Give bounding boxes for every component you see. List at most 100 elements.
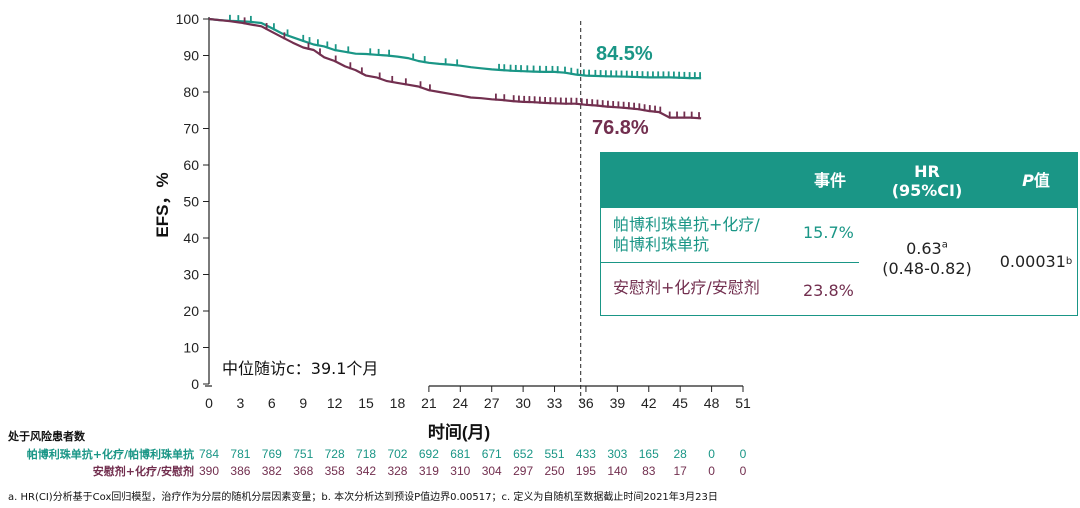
- x-tick-label: 45: [672, 395, 688, 411]
- hr-value: 0.63: [906, 239, 942, 258]
- placebo-survival-curve: [208, 17, 702, 120]
- header-hr-line1: HR: [914, 161, 940, 181]
- header-hr: HR (95%CI): [859, 153, 995, 208]
- x-tick-label: 42: [641, 395, 657, 411]
- hr-cell: 0.63a (0.48-0.82): [859, 239, 995, 279]
- risk-count: 303: [607, 447, 627, 461]
- risk-count: 17: [673, 464, 687, 478]
- risk-count: 358: [325, 464, 345, 478]
- risk-count: 781: [230, 447, 250, 461]
- risk-count: 165: [639, 447, 659, 461]
- risk-count: 751: [293, 447, 313, 461]
- y-tick-label: 60: [183, 157, 199, 173]
- risk-count: 250: [545, 464, 565, 478]
- y-tick-label: 40: [183, 230, 199, 246]
- y-tick-label: 90: [183, 48, 199, 64]
- risk-count: 319: [419, 464, 439, 478]
- risk-count: 140: [607, 464, 627, 478]
- x-tick-label: 36: [578, 395, 594, 411]
- risk-table-title: 处于风险患者数: [7, 429, 86, 443]
- risk-count: 390: [199, 464, 219, 478]
- x-tick-label: 33: [547, 395, 563, 411]
- header-hr-line2: (95%CI): [891, 180, 963, 200]
- pembrolizumab-final-label: 84.5%: [596, 43, 653, 65]
- median-followup-text: 中位随访c：39.1个月: [222, 359, 378, 378]
- x-tick-label: 3: [237, 395, 245, 411]
- risk-count: 382: [262, 464, 282, 478]
- x-tick-label: 21: [421, 395, 437, 411]
- x-tick-label: 15: [358, 395, 374, 411]
- row2-events: 23.8%: [803, 281, 854, 300]
- placebo-final-label: 76.8%: [592, 117, 649, 139]
- y-axis-title: EFS，%: [153, 172, 172, 237]
- p-cell: 0.00031 b: [999, 252, 1073, 271]
- p-value: 0.00031: [999, 252, 1066, 271]
- x-tick-label: 6: [268, 395, 276, 411]
- row2-arm: 安慰剂+化疗/安慰剂: [613, 278, 760, 297]
- y-tick-label: 70: [183, 121, 199, 137]
- risk-count: 681: [450, 447, 470, 461]
- x-tick-label: 24: [453, 395, 469, 411]
- risk-count: 718: [356, 447, 376, 461]
- row1-events: 15.7%: [803, 223, 854, 242]
- risk-count: 195: [576, 464, 596, 478]
- row1-arm-line2: 帕博利珠单抗: [613, 235, 710, 254]
- risk-count: 551: [545, 447, 565, 461]
- risk-row-label-pembrolizumab: 帕博利珠单抗+化疗/帕博利珠单抗: [27, 447, 194, 461]
- y-tick-label: 10: [183, 340, 199, 356]
- risk-count: 0: [708, 464, 715, 478]
- risk-count: 304: [482, 464, 502, 478]
- risk-row-label-placebo: 安慰剂+化疗/安慰剂: [93, 464, 194, 478]
- hr-ci: (0.48-0.82): [882, 259, 972, 278]
- risk-count: 368: [293, 464, 313, 478]
- x-tick-label: 27: [484, 395, 500, 411]
- x-tick-label: 39: [610, 395, 626, 411]
- y-tick-label: 30: [183, 267, 199, 283]
- risk-count: 692: [419, 447, 439, 461]
- x-axis-title: 时间(月): [428, 422, 490, 442]
- risk-count: 0: [740, 464, 747, 478]
- row1-arm: 帕博利珠单抗+化疗/ 帕博利珠单抗: [613, 209, 760, 261]
- y-tick-label: 80: [183, 84, 199, 100]
- risk-count: 652: [513, 447, 533, 461]
- footnote: a. HR(CI)分析基于Cox回归模型，治疗作为分层的随机分层因素变量；b. …: [8, 492, 718, 503]
- x-tick-label: 18: [390, 395, 406, 411]
- risk-count: 671: [482, 447, 502, 461]
- risk-count: 702: [387, 447, 407, 461]
- header-events: 事件: [813, 171, 846, 190]
- x-tick-label: 30: [515, 395, 531, 411]
- risk-count: 328: [387, 464, 407, 478]
- risk-count: 310: [450, 464, 470, 478]
- risk-count: 0: [708, 447, 715, 461]
- x-tick-label: 12: [327, 395, 343, 411]
- x-tick-label: 48: [704, 395, 720, 411]
- y-tick-label: 20: [183, 303, 199, 319]
- risk-count: 728: [325, 447, 345, 461]
- header-p-rest: 值: [1033, 171, 1050, 190]
- y-tick-label: 100: [176, 11, 200, 27]
- risk-count: 0: [740, 447, 747, 461]
- y-tick-label: 50: [183, 194, 199, 210]
- header-p-italic: P: [1022, 171, 1034, 190]
- x-tick-label: 51: [735, 395, 751, 411]
- risk-count: 28: [673, 447, 687, 461]
- risk-count: 433: [576, 447, 596, 461]
- row1-arm-line1: 帕博利珠单抗+化疗/: [613, 215, 760, 234]
- risk-count: 83: [642, 464, 656, 478]
- risk-count: 784: [199, 447, 219, 461]
- row-divider: [601, 262, 801, 263]
- x-tick-label: 9: [299, 395, 307, 411]
- risk-count: 386: [230, 464, 250, 478]
- risk-count: 342: [356, 464, 376, 478]
- risk-count: 769: [262, 447, 282, 461]
- x-tick-label: 0: [205, 395, 213, 411]
- pembrolizumab-survival-curve: [208, 17, 702, 80]
- y-tick-label: 0: [191, 376, 199, 392]
- row-divider: [801, 262, 859, 263]
- hr-sup: a: [941, 239, 948, 251]
- risk-count: 297: [513, 464, 533, 478]
